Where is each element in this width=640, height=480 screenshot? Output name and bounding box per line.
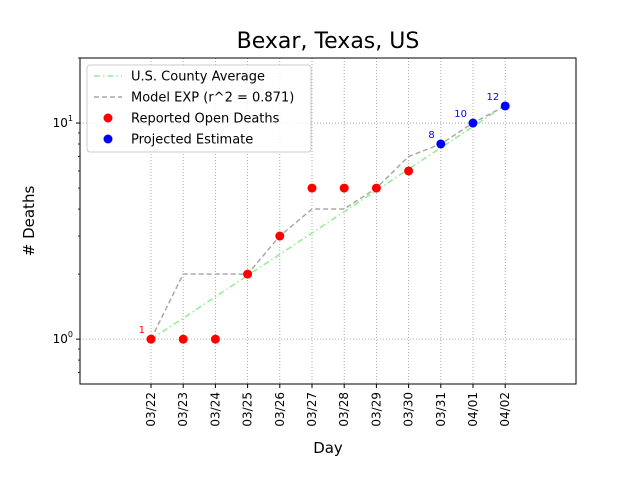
data-point [210, 334, 220, 344]
chart-title: Bexar, Texas, US [237, 29, 420, 54]
x-tick-label: 03/23 [176, 392, 190, 427]
annotation-layer: 1 8 10 12 [139, 92, 500, 336]
data-point [468, 118, 478, 128]
x-axis: 03/22 03/23 03/24 03/25 03/26 03/27 03/28 03/29… [144, 384, 512, 427]
x-tick-label: 03/31 [434, 392, 448, 427]
y-axis-label: # Deaths [20, 186, 38, 257]
series-line [150, 105, 506, 340]
x-tick-label: 03/28 [337, 392, 351, 427]
data-point [307, 183, 317, 193]
y-tick-label: 101 [53, 114, 73, 130]
data-point [371, 183, 381, 193]
y-axis: 100 101 [53, 57, 80, 374]
legend-label: Reported Open Deaths [131, 112, 280, 127]
data-point [500, 101, 510, 111]
x-tick-label: 04/02 [498, 392, 512, 427]
series-layer [146, 101, 510, 344]
x-tick-label: 04/01 [466, 392, 480, 427]
x-tick-label: 03/30 [402, 392, 416, 427]
legend-label: Model EXP (r^2 = 0.871) [131, 91, 294, 106]
data-point [243, 269, 253, 279]
data-point [275, 231, 285, 241]
plot-frame [79, 57, 577, 385]
legend-label: U.S. County Average [131, 70, 265, 85]
data-label: 12 [486, 92, 499, 103]
data-point [436, 139, 446, 149]
legend-label: Projected Estimate [131, 133, 253, 148]
y-tick-label: 100 [53, 330, 73, 346]
x-tick-label: 03/26 [273, 392, 287, 427]
legend-swatch [103, 134, 113, 144]
data-label: 1 [139, 325, 145, 336]
data-point [146, 334, 156, 344]
legend-box [86, 64, 312, 153]
data-label: 8 [428, 130, 434, 141]
data-point [339, 183, 349, 193]
data-point [178, 334, 188, 344]
x-tick-label: 03/24 [208, 392, 222, 427]
x-tick-label: 03/22 [144, 392, 158, 427]
x-tick-label: 03/25 [241, 392, 255, 427]
series-line [150, 104, 506, 340]
data-label: 10 [454, 109, 467, 120]
x-tick-label: 03/29 [369, 392, 383, 427]
x-tick-label: 03/27 [305, 392, 319, 427]
x-axis-label: Day [313, 439, 343, 457]
data-point [404, 166, 414, 176]
legend: U.S. County Average Model EXP (r^2 = 0.87… [86, 64, 312, 153]
legend-swatch [103, 113, 113, 123]
